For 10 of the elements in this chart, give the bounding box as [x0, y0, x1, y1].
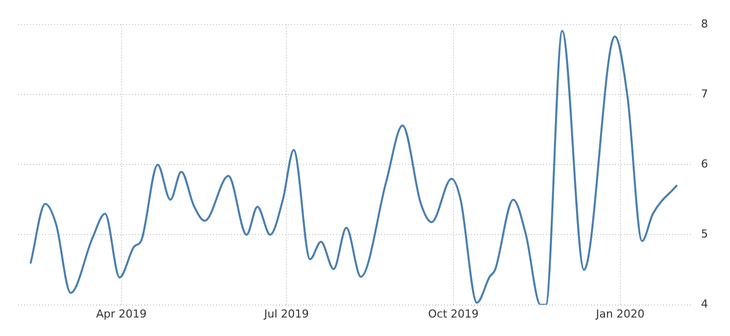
x-tick-label: Apr 2019 [96, 307, 147, 320]
y-tick-label: 4 [701, 298, 708, 311]
x-tick-label: Jan 2020 [595, 307, 644, 320]
x-tick-label: Oct 2019 [428, 307, 479, 320]
line-series [30, 30, 678, 305]
x-tick-label: Jul 2019 [263, 307, 309, 320]
y-tick-label: 8 [701, 17, 708, 30]
y-tick-label: 5 [701, 228, 708, 241]
y-tick-label: 7 [701, 88, 708, 101]
y-tick-label: 6 [701, 158, 708, 171]
